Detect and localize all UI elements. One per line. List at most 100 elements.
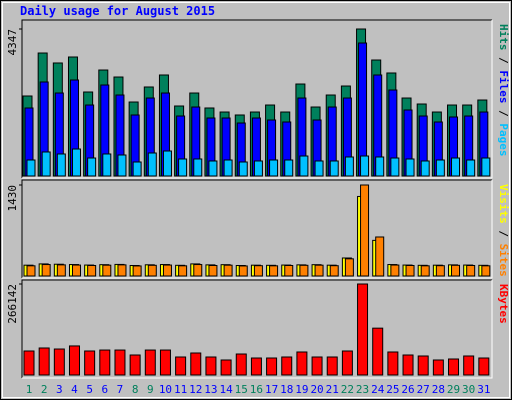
bar xyxy=(220,359,232,376)
x-tick-label: 28 xyxy=(432,383,445,396)
y-tick-label: 1430 xyxy=(6,185,19,212)
bar xyxy=(178,158,188,177)
bar xyxy=(466,265,476,277)
bar xyxy=(38,347,50,376)
y-tick-label: 4347 xyxy=(6,29,19,56)
bar xyxy=(117,264,127,277)
bar xyxy=(144,349,156,376)
bar xyxy=(390,264,400,277)
x-tick-label: 26 xyxy=(401,383,414,396)
bar xyxy=(26,265,36,277)
legend-entry: Files xyxy=(497,70,510,103)
bar xyxy=(314,264,324,277)
bar xyxy=(147,264,157,277)
bar xyxy=(314,160,324,177)
x-tick-label: 18 xyxy=(280,383,293,396)
bar xyxy=(344,156,354,177)
x-tick-label: 27 xyxy=(417,383,430,396)
legend: Hits / Files / Pages xyxy=(497,24,510,157)
bar xyxy=(102,153,112,177)
bar xyxy=(102,264,112,277)
bar xyxy=(238,161,248,177)
panel-bevel-dark xyxy=(21,179,492,278)
bar xyxy=(405,265,415,277)
bar xyxy=(435,265,445,277)
bar xyxy=(114,349,126,376)
bar xyxy=(420,265,430,277)
x-tick-label: 7 xyxy=(117,383,124,396)
bar xyxy=(405,158,415,177)
bar xyxy=(375,156,385,177)
bar xyxy=(132,265,142,277)
bar xyxy=(451,264,461,277)
legend-entry: Hits xyxy=(497,24,510,51)
bar xyxy=(390,157,400,177)
bar xyxy=(162,150,172,177)
bar xyxy=(53,348,65,376)
bar xyxy=(372,327,384,376)
legend-entry: Sites xyxy=(497,244,510,277)
bar xyxy=(84,350,96,376)
bar xyxy=(162,264,172,277)
x-tick-label: 1 xyxy=(26,383,33,396)
bar xyxy=(463,355,475,376)
bar xyxy=(193,264,203,277)
x-tick-label: 4 xyxy=(71,383,78,396)
x-tick-label: 9 xyxy=(147,383,154,396)
bar xyxy=(284,265,294,277)
panel-bevel-light xyxy=(22,280,493,379)
x-tick-label: 10 xyxy=(159,383,172,396)
bar xyxy=(417,355,429,376)
x-tick-label: 19 xyxy=(295,383,308,396)
bar xyxy=(208,265,218,277)
bar xyxy=(387,351,399,376)
bar xyxy=(238,265,248,277)
bar xyxy=(178,265,188,277)
bar xyxy=(208,160,218,177)
x-tick-label: 17 xyxy=(265,383,278,396)
bar xyxy=(299,264,309,277)
bar xyxy=(481,157,491,177)
bar xyxy=(360,155,370,177)
bar xyxy=(147,152,157,177)
bar xyxy=(360,184,370,277)
x-tick-label: 24 xyxy=(371,383,385,396)
bar xyxy=(281,356,293,376)
bar xyxy=(223,159,233,177)
y-tick-label: 266142 xyxy=(6,284,19,324)
bar xyxy=(159,349,171,376)
bar xyxy=(448,358,460,376)
x-tick-label: 23 xyxy=(356,383,369,396)
bar xyxy=(253,160,263,177)
bar xyxy=(311,356,323,376)
bar xyxy=(402,354,414,376)
bar xyxy=(56,264,66,277)
panel-bevel-light xyxy=(22,20,493,179)
bar xyxy=(41,151,51,177)
bar xyxy=(205,356,217,376)
x-tick-label: 29 xyxy=(447,383,460,396)
bar xyxy=(466,159,476,177)
bar xyxy=(132,161,142,177)
x-tick-label: 3 xyxy=(56,383,63,396)
bar xyxy=(432,359,444,376)
bar xyxy=(87,157,97,177)
bar xyxy=(478,357,490,376)
bar xyxy=(344,258,354,277)
bar xyxy=(296,351,308,376)
bar xyxy=(250,357,262,376)
x-tick-label: 25 xyxy=(386,383,399,396)
x-tick-label: 30 xyxy=(462,383,475,396)
bar xyxy=(193,158,203,177)
bar xyxy=(420,160,430,177)
panel-bevel-light xyxy=(22,180,493,279)
bar xyxy=(87,265,97,277)
bar xyxy=(269,265,279,277)
x-tick-label: 8 xyxy=(132,383,139,396)
legend-separator: / xyxy=(497,224,510,244)
x-tick-label: 20 xyxy=(310,383,323,396)
bar xyxy=(299,155,309,177)
x-tick-label: 22 xyxy=(341,383,354,396)
bar xyxy=(41,264,51,277)
